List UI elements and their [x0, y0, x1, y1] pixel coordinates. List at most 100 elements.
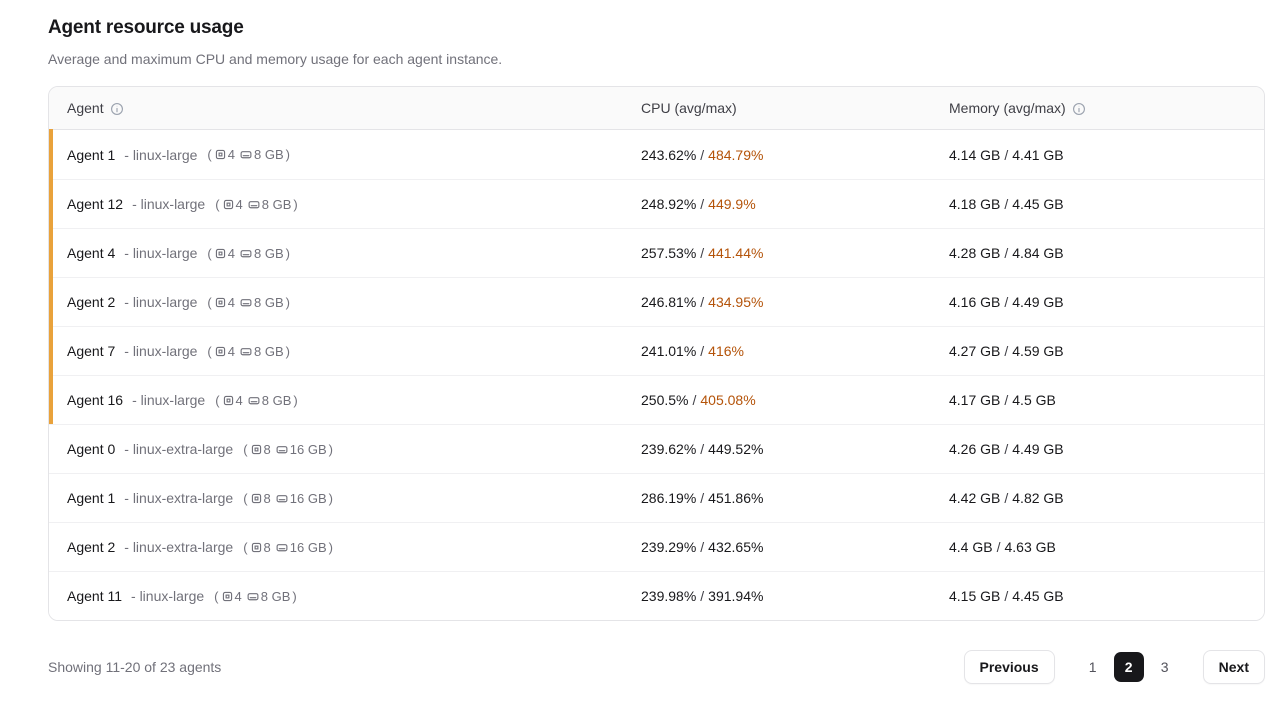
memory-max-value: 4.63 GB [1004, 539, 1056, 555]
page-number-button[interactable]: 2 [1113, 652, 1144, 682]
cpu-avg-value: 239.62% [641, 441, 697, 457]
agent-name: Agent 11 [67, 588, 123, 604]
agent-name: Agent 1 [67, 490, 116, 506]
info-icon[interactable] [110, 102, 124, 116]
cpu-count: 4 [227, 245, 235, 261]
memory-size: 8 GB [253, 343, 284, 359]
cpu-max-value: 391.94% [708, 588, 764, 604]
memory-avg-value: 4.26 GB [949, 441, 1001, 457]
agent-cell: Agent 1 - linux-large ( 4 8 GB ) [49, 129, 641, 179]
cpu-usage-cell: 239.98%/391.94% [641, 588, 764, 604]
cpu-chip-icon [215, 346, 225, 356]
memory-avg-value: 4.15 GB [949, 588, 1001, 604]
cpu-chip-icon [215, 248, 225, 258]
memory-max-value: 4.45 GB [1012, 588, 1064, 604]
memory-max-value: 4.84 GB [1012, 245, 1064, 261]
agent-instance-type: - linux-large [124, 343, 198, 359]
warning-strip [49, 326, 53, 375]
memory-icon [247, 592, 259, 600]
agent-cell: Agent 2 - linux-large ( 4 8 GB ) [49, 277, 641, 326]
column-header-memory-label: Memory (avg/max) [949, 100, 1066, 116]
memory-icon [240, 298, 252, 306]
agent-specs: ( 4 8 GB ) [207, 147, 290, 162]
memory-usage-cell: 4.4 GB/4.63 GB [949, 539, 1056, 555]
memory-usage-cell: 4.17 GB/4.5 GB [949, 392, 1056, 408]
cpu-count: 4 [227, 343, 235, 359]
memory-usage-cell: 4.28 GB/4.84 GB [949, 245, 1064, 261]
agent-cell: Agent 4 - linux-large ( 4 8 GB ) [49, 228, 641, 277]
memory-size: 8 GB [261, 392, 292, 408]
memory-size: 16 GB [289, 539, 327, 555]
cpu-count: 4 [235, 196, 243, 212]
agent-specs: ( 8 16 GB ) [243, 490, 333, 506]
agent-resource-usage-page: Agent resource usage Average and maximum… [48, 17, 1265, 684]
memory-icon [240, 151, 252, 159]
cpu-max-value: 434.95% [708, 294, 764, 310]
cpu-usage-cell: 250.5%/405.08% [641, 392, 756, 408]
memory-max-value: 4.5 GB [1012, 392, 1056, 408]
memory-usage-cell: 4.42 GB/4.82 GB [949, 490, 1064, 506]
agent-cell: Agent 7 - linux-large ( 4 8 GB ) [49, 326, 641, 375]
memory-size: 16 GB [289, 441, 327, 457]
memory-size: 8 GB [253, 147, 284, 162]
column-header-cpu-label: CPU (avg/max) [641, 100, 737, 116]
cpu-usage-cell: 257.53%/441.44% [641, 245, 764, 261]
agent-instance-type: - linux-large [132, 392, 206, 408]
cpu-count: 8 [263, 490, 271, 506]
memory-size: 8 GB [253, 245, 284, 261]
memory-icon [276, 494, 288, 502]
warning-strip [49, 375, 53, 424]
page-subtitle: Average and maximum CPU and memory usage… [48, 51, 503, 67]
agent-cell: Agent 11 - linux-large ( 4 8 GB ) [49, 588, 641, 604]
table-row: Agent 2 - linux-large ( 4 8 GB ) 246.81%… [49, 277, 1264, 326]
cpu-usage-cell: 239.62%/449.52% [641, 441, 764, 457]
page-number-button[interactable]: 3 [1150, 652, 1180, 682]
agent-specs: ( 4 8 GB ) [207, 343, 290, 359]
memory-max-value: 4.49 GB [1012, 294, 1064, 310]
memory-icon [276, 543, 288, 551]
memory-avg-value: 4.42 GB [949, 490, 1001, 506]
agent-instance-type: - linux-extra-large [124, 490, 234, 506]
agent-name: Agent 2 [67, 294, 116, 310]
cpu-count: 4 [227, 147, 235, 162]
previous-page-button[interactable]: Previous [963, 650, 1055, 684]
cpu-usage-cell: 243.62%/484.79% [641, 146, 764, 163]
agent-name: Agent 16 [67, 392, 124, 408]
agent-cell: Agent 1 - linux-extra-large ( 8 16 GB ) [49, 490, 641, 506]
memory-size: 8 GB [261, 196, 292, 212]
agent-name: Agent 2 [67, 539, 116, 555]
memory-usage-cell: 4.16 GB/4.49 GB [949, 294, 1064, 310]
cpu-max-value: 432.65% [708, 539, 764, 555]
cpu-usage-cell: 246.81%/434.95% [641, 294, 764, 310]
warning-strip [49, 129, 53, 179]
memory-avg-value: 4.28 GB [949, 245, 1001, 261]
showing-count-text: Showing 11-20 of 23 agents [48, 659, 222, 675]
cpu-chip-icon [215, 297, 225, 307]
agent-cell: Agent 0 - linux-extra-large ( 8 16 GB ) [49, 441, 641, 457]
agent-specs: ( 8 16 GB ) [243, 441, 333, 457]
table-row: Agent 11 - linux-large ( 4 8 GB ) 239.98… [49, 571, 1264, 620]
cpu-count: 8 [263, 441, 271, 457]
cpu-max-value: 451.86% [708, 490, 764, 506]
page-title: Agent resource usage [48, 17, 244, 38]
cpu-avg-value: 250.5% [641, 392, 689, 408]
table-row: Agent 1 - linux-extra-large ( 8 16 GB ) … [49, 473, 1264, 522]
memory-icon [276, 445, 288, 453]
table-row: Agent 16 - linux-large ( 4 8 GB ) 250.5%… [49, 375, 1264, 424]
info-icon[interactable] [1072, 102, 1086, 116]
next-page-button[interactable]: Next [1202, 650, 1265, 684]
agent-name: Agent 1 [67, 146, 116, 163]
table-row: Agent 0 - linux-extra-large ( 8 16 GB ) … [49, 424, 1264, 473]
agent-instance-type: - linux-large [124, 146, 198, 163]
memory-icon [240, 347, 252, 355]
memory-size: 8 GB [253, 294, 284, 310]
agent-name: Agent 12 [67, 196, 124, 212]
table-row: Agent 4 - linux-large ( 4 8 GB ) 257.53%… [49, 228, 1264, 277]
cpu-chip-icon [251, 542, 261, 552]
page-number-button[interactable]: 1 [1078, 652, 1108, 682]
cpu-chip-icon [251, 493, 261, 503]
agent-specs: ( 4 8 GB ) [215, 392, 298, 408]
table-row: Agent 12 - linux-large ( 4 8 GB ) 248.92… [49, 179, 1264, 228]
